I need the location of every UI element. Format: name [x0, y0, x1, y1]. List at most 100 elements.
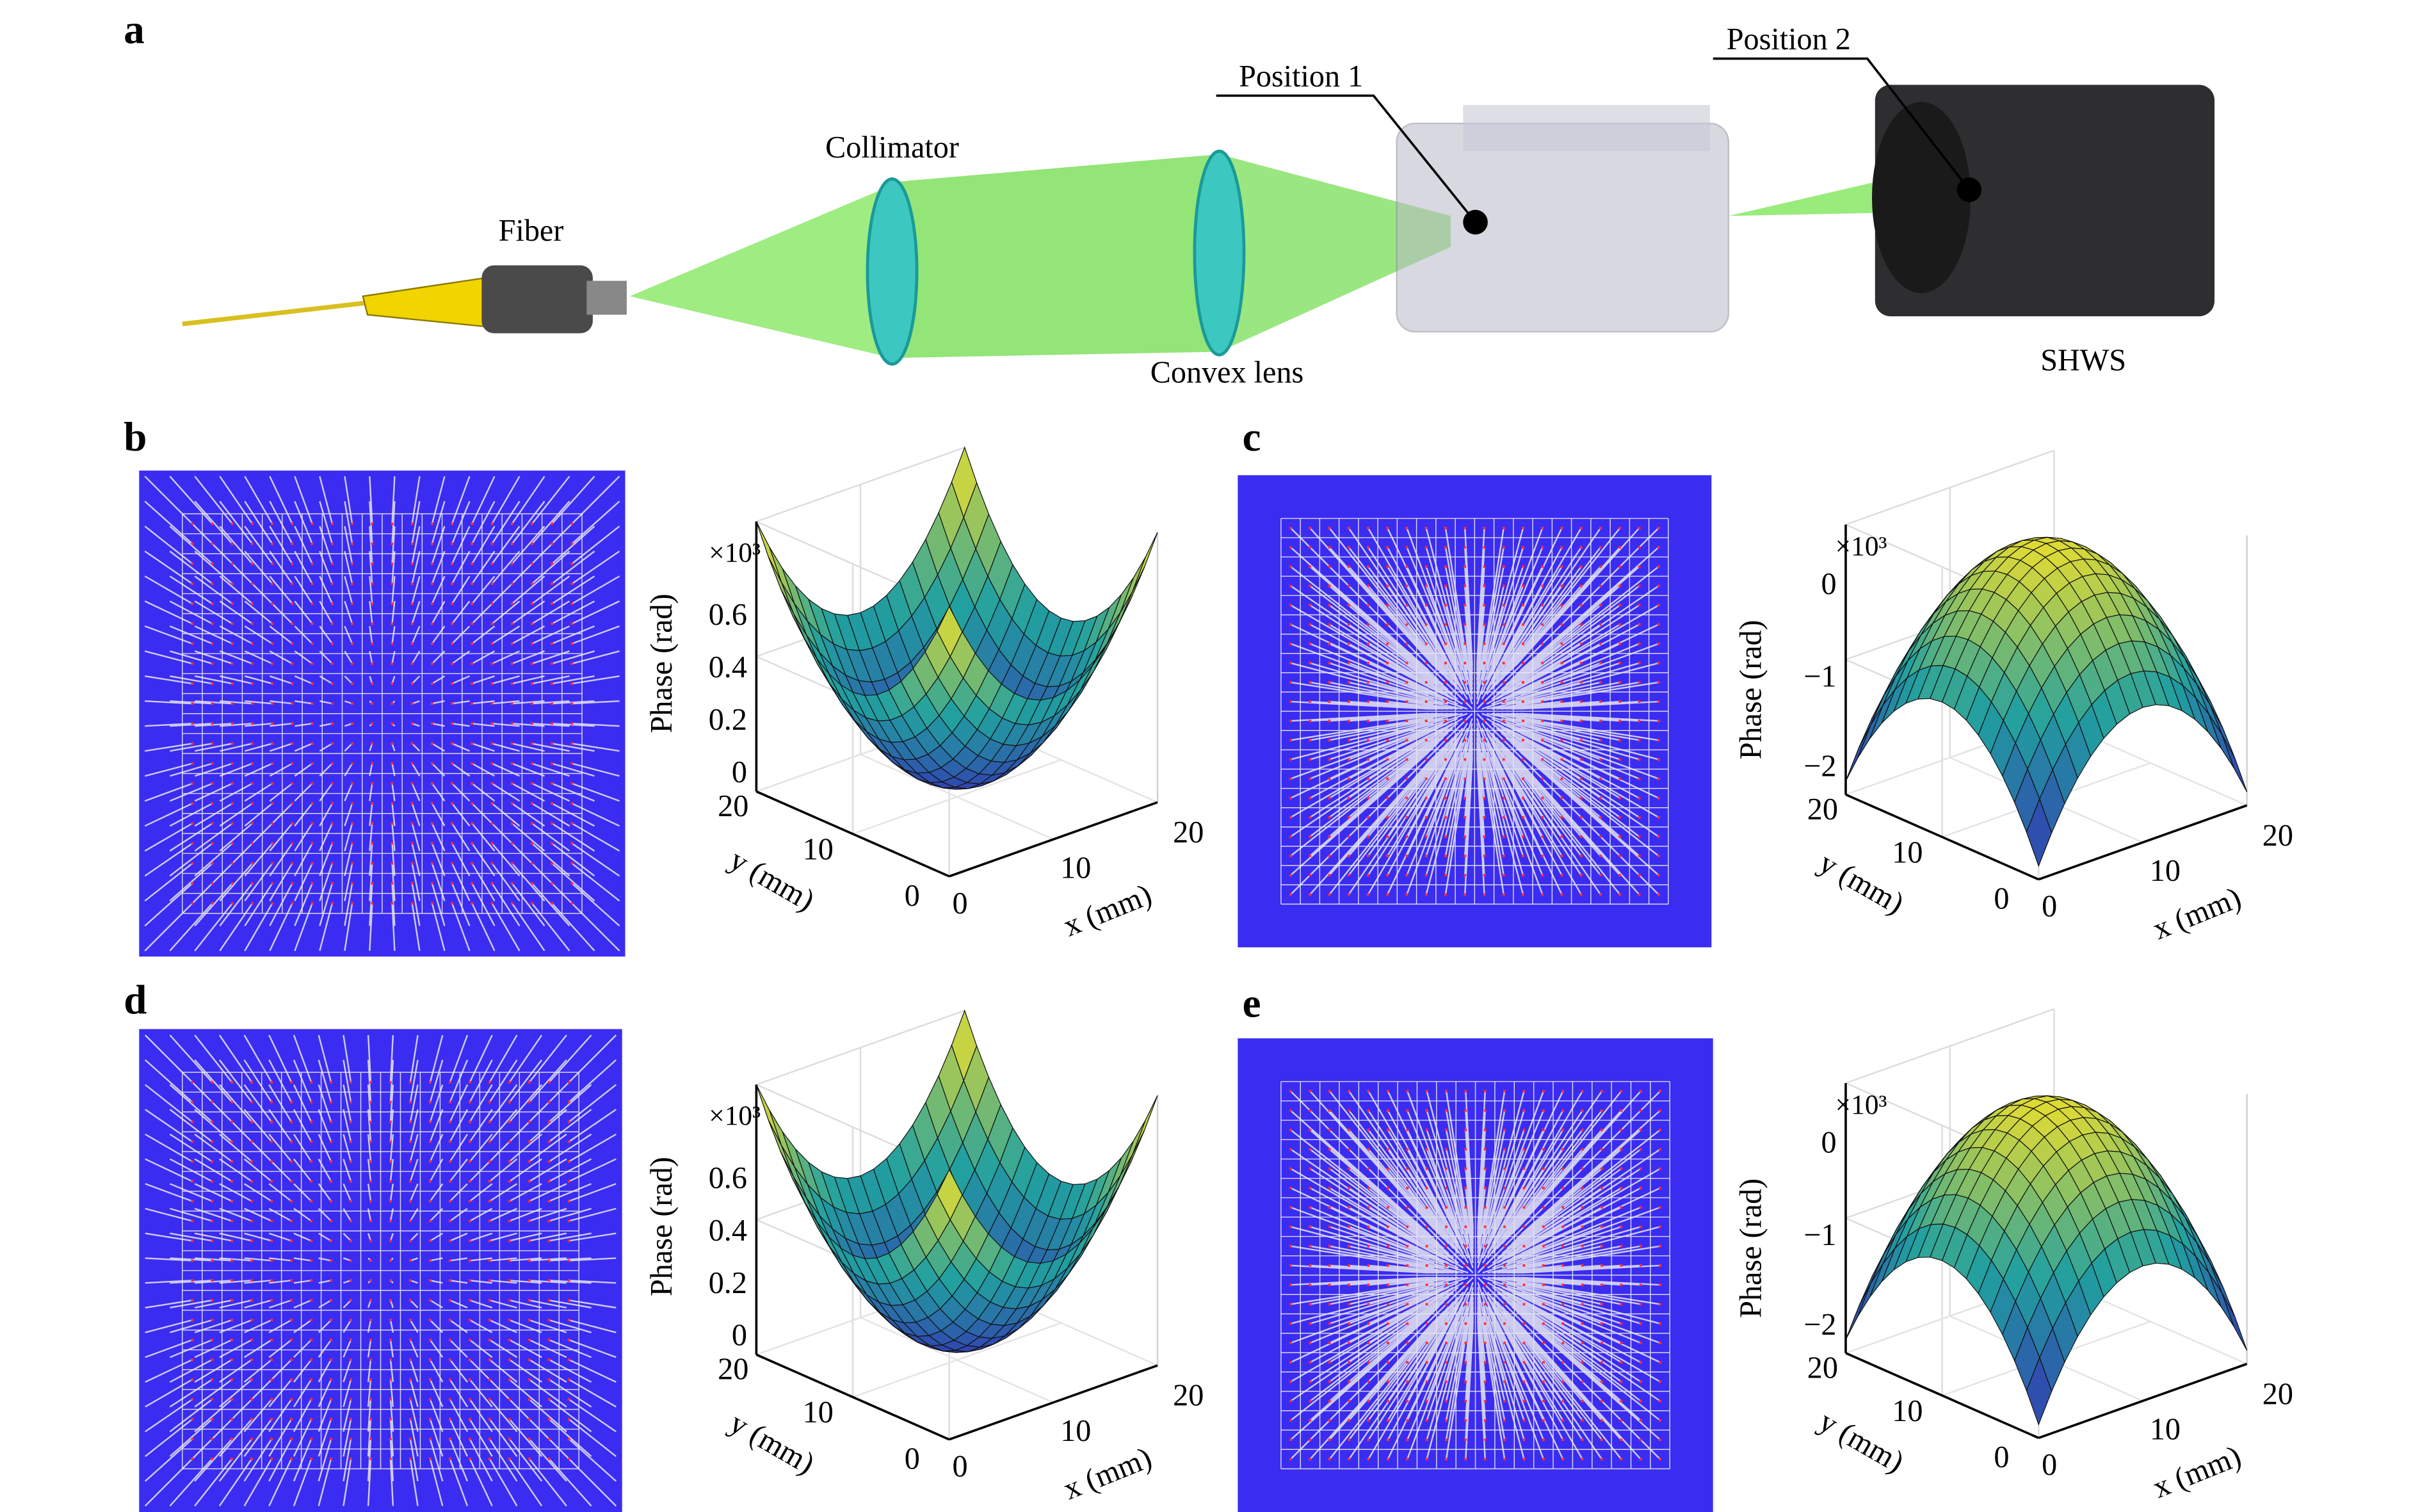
spot-centroids: [191, 522, 574, 905]
beam-collimated: [892, 154, 1220, 358]
z-tick-label: 0: [1821, 567, 1836, 601]
x-tick-label: 10: [1060, 851, 1091, 885]
label-fiber: Fiber: [499, 214, 564, 248]
beam-focused: [1219, 154, 1451, 352]
housing-top: [1463, 104, 1710, 152]
wall-grid: [755, 446, 965, 522]
panel-label: a: [124, 6, 145, 52]
x-axis-label: x (mm): [2148, 1439, 2246, 1505]
z-tick-label: 0.4: [709, 1214, 747, 1248]
z-tick-label: −2: [1803, 749, 1836, 783]
panel-label: d: [124, 977, 147, 1024]
convex-lens: [1193, 149, 1246, 357]
surface-patch: [1120, 1120, 1146, 1176]
panel-label: b: [124, 414, 147, 460]
x-tick-label: 0: [953, 1450, 968, 1484]
surface-patch: [1857, 705, 1884, 759]
x-tick-label: 20: [1173, 816, 1204, 849]
floor-grid: [852, 759, 1061, 835]
y-tick-label: 20: [1807, 1351, 1838, 1385]
z-multiplier: ×10³: [709, 537, 761, 568]
surface-patch: [769, 547, 795, 604]
x-axis-label: x (mm): [1059, 1440, 1157, 1506]
x-tick-label: 10: [2150, 854, 2181, 888]
x-axis: [2038, 804, 2248, 881]
surface-patch: [2221, 1292, 2248, 1351]
spot-centroids: [1289, 1090, 1661, 1461]
z-multiplier: ×10³: [1835, 1090, 1887, 1120]
x-axis: [2038, 1362, 2248, 1440]
z-axis-label: Phase (rad): [645, 1157, 679, 1296]
y-tick-label: 0: [1994, 1440, 2009, 1474]
surface-patch: [1120, 556, 1146, 613]
x-tick-label: 20: [2263, 1377, 2293, 1411]
x-tick-label: 0: [2042, 1448, 2057, 1482]
camera-aperture: [1871, 102, 1971, 293]
z-tick-label: −1: [1803, 660, 1836, 694]
surface-patch: [1845, 724, 1871, 782]
surface-patch: [769, 1109, 795, 1168]
z-tick-label: 0.2: [709, 703, 747, 737]
label-collimator: Collimator: [825, 131, 959, 165]
surface-patch: [1108, 577, 1134, 630]
x-axis-label: x (mm): [2148, 881, 2246, 947]
surface-patch: [2208, 1272, 2234, 1327]
x-tick-label: 20: [2263, 819, 2293, 853]
displacement-vectors: [144, 1034, 617, 1507]
z-tick-label: 0: [732, 1319, 747, 1353]
position-1-housing: [1396, 122, 1730, 333]
z-axis-label: Phase (rad): [1734, 620, 1768, 759]
y-tick-label: 10: [803, 832, 834, 866]
wall-grid: [1845, 1008, 2054, 1084]
position-1-marker: [1463, 209, 1488, 235]
y-tick-label: 10: [1892, 835, 1923, 869]
surface-patch: [1132, 532, 1158, 592]
x-tick-label: 0: [953, 887, 968, 921]
y-tick-label: 0: [905, 879, 920, 913]
surface-patch: [937, 605, 963, 657]
z-tick-label: 0: [1821, 1125, 1836, 1159]
z-axis-label: Phase (rad): [1734, 1178, 1768, 1318]
fiber-connector: [481, 265, 593, 334]
label-position-2: Position 2: [1727, 22, 1851, 56]
x-tick-label: 10: [1060, 1414, 1091, 1448]
wall-grid: [755, 1009, 965, 1086]
lenslet-grid: [182, 1072, 579, 1470]
z-multiplier: ×10³: [709, 1100, 761, 1131]
x-tick-label: 0: [2042, 890, 2057, 924]
spot-centroids: [1289, 526, 1660, 896]
x-tick-label: 10: [2150, 1413, 2181, 1447]
label-shws: SHWS: [2040, 343, 2126, 377]
wall-grid: [1845, 449, 2054, 526]
surface-patch: [2208, 714, 2234, 769]
x-axis-label: x (mm): [1059, 878, 1157, 944]
lenslet-grid: [1280, 1081, 1670, 1470]
z-tick-label: −1: [1803, 1218, 1836, 1252]
lenslet-grid: [182, 513, 583, 914]
y-axis: [1845, 793, 2040, 881]
z-axis-label: Phase (rad): [645, 593, 679, 733]
displacement-vectors: [1290, 1090, 1661, 1460]
surface-patch: [2026, 798, 2053, 867]
y-tick-label: 0: [1994, 882, 2009, 916]
z-tick-label: 0.2: [709, 1266, 747, 1300]
y-tick-label: 20: [1807, 792, 1838, 826]
label-position-1: Position 1: [1239, 60, 1363, 93]
x-tick-label: 20: [1173, 1379, 1204, 1413]
setup-illustration: Fiber Collimator Convex lens Position 1 …: [182, 22, 2215, 390]
y-axis: [755, 790, 950, 878]
z-tick-label: 0.6: [709, 598, 747, 632]
spot-centroids: [191, 1081, 570, 1460]
y-tick-label: 20: [718, 789, 748, 823]
displacement-vectors: [144, 476, 620, 952]
surface-patch: [937, 1168, 963, 1221]
panel-label: c: [1243, 414, 1261, 460]
y-tick-label: 10: [803, 1395, 834, 1429]
y-axis: [1845, 1352, 2040, 1439]
fiber-cable: [182, 300, 371, 326]
surface-patch: [1132, 1095, 1158, 1155]
z-tick-label: 0.6: [709, 1161, 747, 1195]
surface-patch: [1845, 1283, 1871, 1340]
